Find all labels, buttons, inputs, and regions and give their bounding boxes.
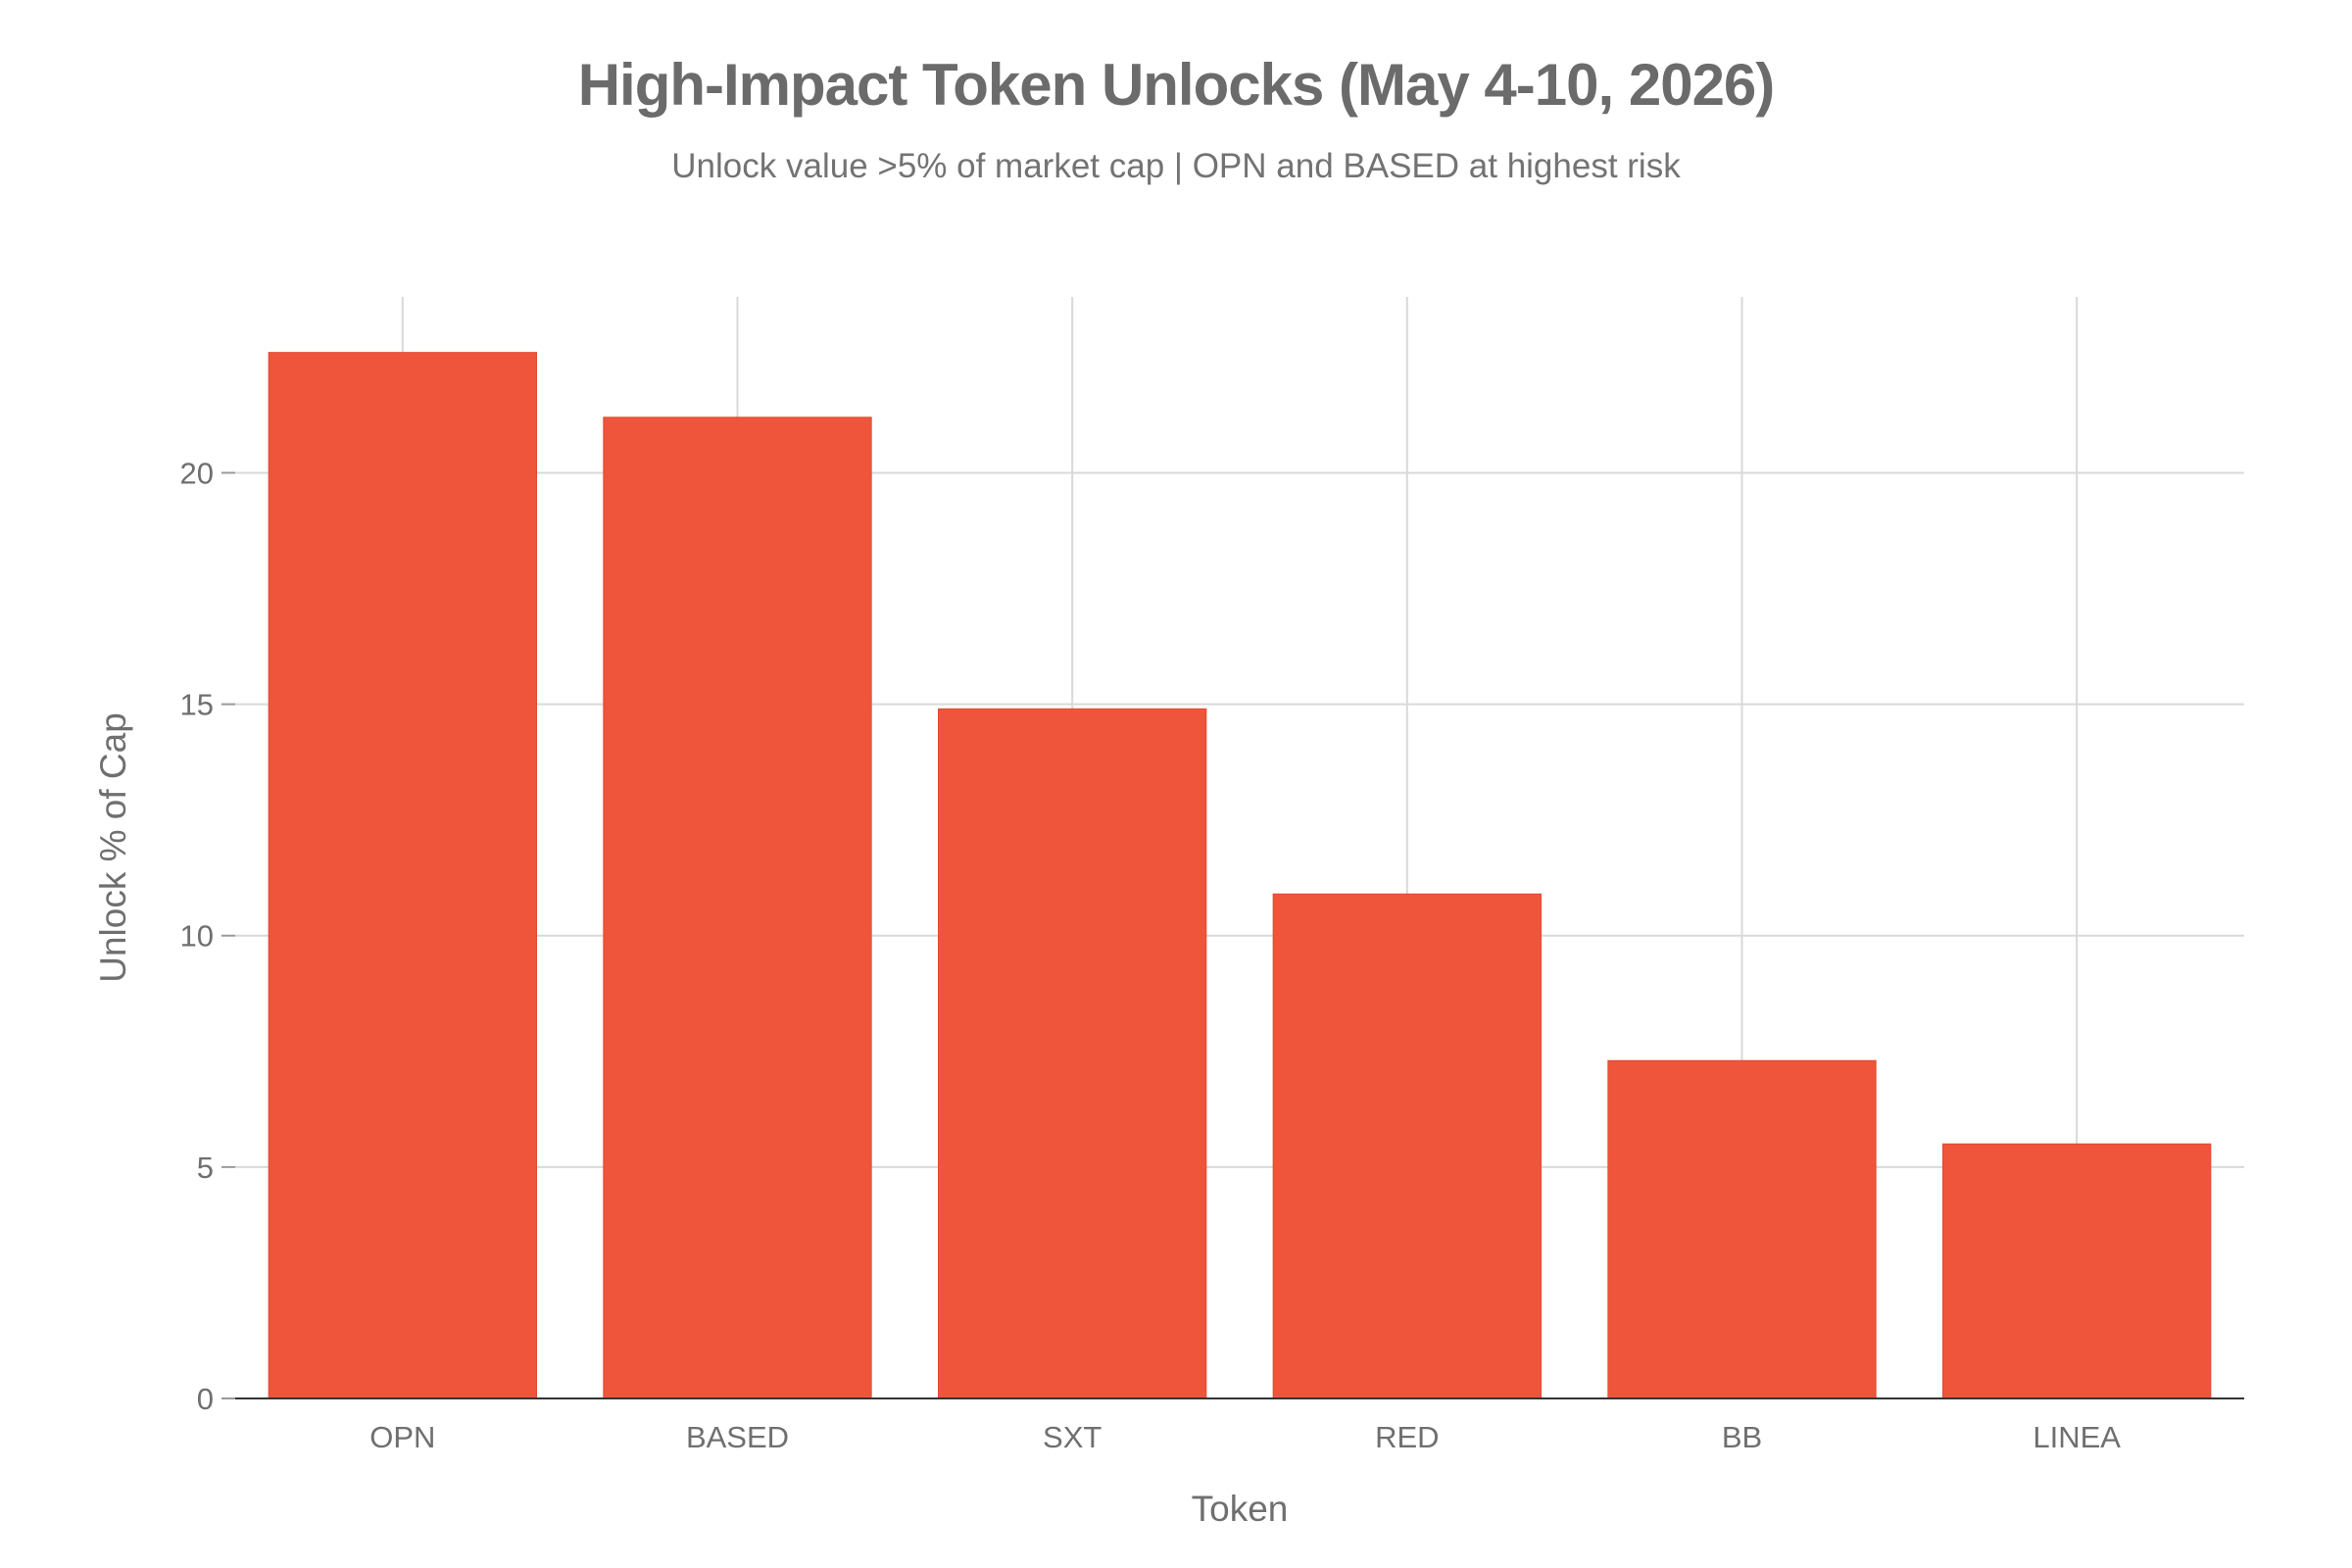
x-tick-label: OPN <box>369 1420 435 1454</box>
bar-red <box>1272 893 1542 1399</box>
x-tick-label: RED <box>1375 1420 1439 1454</box>
bar-opn <box>268 352 537 1399</box>
x-axis-title: Token <box>1192 1489 1289 1529</box>
x-tick-label: BB <box>1722 1420 1762 1454</box>
chart-title: High-Impact Token Unlocks (May 4-10, 202… <box>577 52 1776 118</box>
y-tick-label: 0 <box>197 1382 214 1416</box>
y-tick-labels: 0 5 10 15 20 <box>180 456 214 1416</box>
chart-subtitle: Unlock value >5% of market cap | OPN and… <box>671 147 1681 185</box>
bars <box>268 352 2212 1399</box>
x-tick-label: SXT <box>1043 1420 1102 1454</box>
bar-linea <box>1942 1143 2212 1399</box>
bar-sxt <box>938 708 1207 1399</box>
x-tick-label: BASED <box>686 1420 789 1454</box>
y-axis-title: Unlock % of Cap <box>93 712 133 983</box>
y-tick-label: 15 <box>180 688 214 722</box>
x-tick-label: LINEA <box>2033 1420 2121 1454</box>
bar-based <box>603 416 872 1399</box>
x-tick-labels: OPN BASED SXT RED BB LINEA <box>369 1420 2121 1454</box>
bar-bb <box>1607 1059 1877 1399</box>
y-tick-label: 5 <box>197 1151 214 1185</box>
y-tick-label: 10 <box>180 919 214 954</box>
y-tick-label: 20 <box>180 456 214 490</box>
